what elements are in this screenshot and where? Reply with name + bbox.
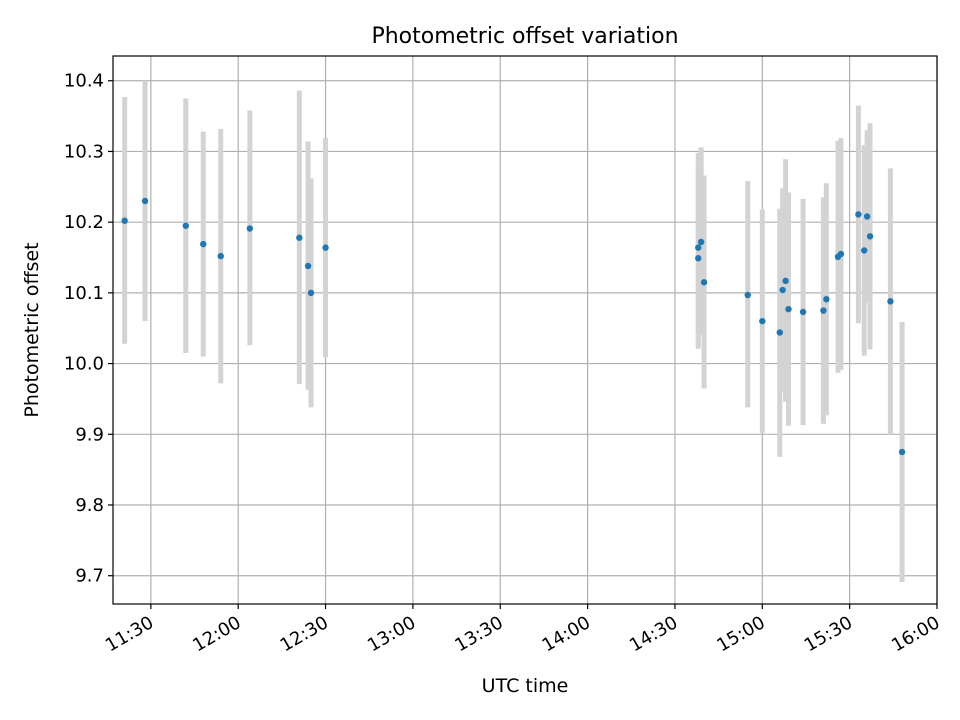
data-point	[296, 234, 303, 241]
data-point	[121, 217, 128, 224]
data-point	[861, 247, 868, 254]
y-tick-label: 10.0	[64, 354, 104, 375]
data-point	[695, 255, 702, 262]
y-tick-label: 9.8	[75, 495, 104, 516]
data-point	[304, 262, 312, 270]
data-point	[776, 329, 783, 336]
y-tick-label: 9.7	[75, 566, 104, 587]
x-axis-label: UTC time	[482, 675, 569, 697]
data-point	[779, 286, 786, 294]
data-point	[200, 240, 207, 248]
plot-frame	[112, 55, 938, 605]
data-point	[823, 296, 830, 303]
data-point	[866, 233, 874, 240]
y-axis-label: Photometric offset	[21, 242, 43, 417]
data-point	[887, 298, 894, 305]
chart-title: Photometric offset variation	[371, 24, 678, 49]
data-point	[782, 277, 789, 285]
data-point	[695, 244, 702, 251]
data-point	[700, 279, 708, 286]
y-tick-label: 10.1	[64, 283, 104, 304]
y-axis-ticks: 9.7 9.8 9.9 10.0 10.1 10.2 10.3 10.4	[64, 71, 113, 587]
data-point	[820, 307, 827, 314]
data-point	[898, 448, 906, 456]
data-point	[863, 213, 871, 220]
data-point	[697, 238, 705, 246]
data-point	[837, 250, 845, 258]
data-point	[182, 222, 189, 229]
y-tick-label: 10.4	[64, 71, 104, 92]
data-point	[141, 197, 149, 205]
y-tick-label: 10.3	[64, 141, 104, 162]
data-point	[307, 289, 315, 297]
data-point	[744, 291, 751, 299]
data-point	[759, 317, 766, 325]
data-points	[121, 197, 906, 456]
data-point	[799, 308, 807, 316]
data-point	[785, 305, 792, 313]
data-point	[246, 225, 254, 232]
data-point	[855, 211, 862, 218]
y-tick-label: 9.9	[75, 424, 104, 445]
data-point	[217, 252, 224, 260]
y-tick-label: 10.2	[64, 212, 104, 233]
data-point	[322, 244, 329, 251]
